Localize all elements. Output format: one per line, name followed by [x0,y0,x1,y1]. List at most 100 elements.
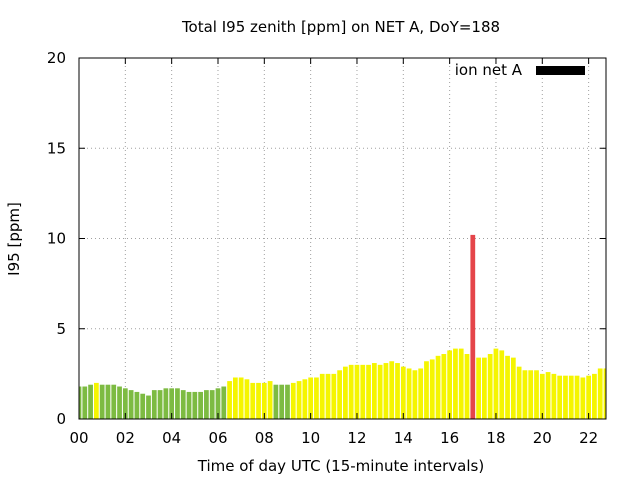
bar [429,359,435,419]
bar [99,384,105,419]
bar [273,384,279,419]
bar [603,368,606,419]
bar [128,390,134,419]
y-tick-label: 5 [56,320,66,338]
bar [568,375,574,419]
y-axis-label: I95 [ppm] [5,202,23,276]
bar [337,370,342,419]
bar [163,388,169,419]
bar [458,348,464,419]
bar [238,377,244,419]
bar [285,384,290,419]
x-tick-label: 02 [116,429,135,447]
bar [279,384,285,419]
bar [395,363,400,419]
x-tick-label: 20 [533,429,552,447]
y-tick-label: 15 [47,139,66,157]
bar [169,388,175,419]
x-tick-label: 18 [486,429,505,447]
bar [418,368,424,419]
bar [151,390,157,419]
bar [534,370,539,419]
x-tick-label: 16 [440,429,459,447]
y-tick-label: 10 [47,230,66,248]
bar [198,391,203,419]
bar [267,381,273,419]
bar [476,357,481,419]
bar [111,384,117,419]
bar [354,364,360,419]
bar [557,375,563,419]
bar [412,370,418,419]
legend: ion net A [455,61,585,79]
chart-title: Total I95 zenith [ppm] on NET A, DoY=188 [181,18,500,36]
bar [105,384,111,419]
bar [232,377,238,419]
bar [470,234,476,419]
bar [343,366,348,419]
y-tick-label: 0 [56,410,66,428]
bars [79,234,606,419]
bar [574,375,580,419]
bar [88,384,93,419]
x-tick-label: 04 [162,429,181,447]
bar [400,366,406,419]
x-axis-ticks: 00 02 04 06 08 10 12 14 16 18 20 22 [69,58,598,447]
x-tick-label: 00 [69,429,88,447]
bar [221,386,227,419]
bar [499,350,505,419]
bar [592,373,597,419]
bar [493,348,499,419]
bar [308,377,314,419]
bar [441,354,447,419]
bar [482,357,487,419]
grid [79,58,606,419]
bar [117,386,122,419]
y-axis-ticks: 0 5 10 15 20 [47,49,606,428]
bar [209,390,215,419]
x-tick-label: 08 [255,429,274,447]
bar [244,379,250,419]
bar [134,391,140,419]
bar [516,366,522,419]
bar [371,363,377,419]
bar [586,375,592,419]
bar [79,386,82,419]
bar [528,370,534,419]
bar [424,361,429,419]
bar [487,354,493,419]
bar [435,355,441,419]
bar [453,348,458,419]
bar [261,382,267,419]
bar [215,388,221,419]
bar [348,364,354,419]
bar [563,375,568,419]
bar [464,354,470,419]
x-tick-label: 12 [347,429,366,447]
bar [360,364,366,419]
bar [296,381,302,419]
bar [539,373,545,419]
bar [447,350,453,419]
bar [204,390,209,419]
legend-label: ion net A [455,61,523,79]
bar [146,395,151,419]
bar [180,390,186,419]
bar [383,363,389,419]
x-tick-label: 22 [579,429,598,447]
bar [325,373,331,419]
bar [140,393,146,419]
bar [522,370,528,419]
bar [377,364,383,419]
bar [186,391,192,419]
y-tick-label: 20 [47,49,66,67]
bar [319,373,325,419]
bar [256,382,261,419]
bar [389,361,395,419]
legend-swatch [536,66,585,75]
bar [505,355,510,419]
x-axis-label: Time of day UTC (15-minute intervals) [197,457,484,475]
bar [366,364,371,419]
bar [82,386,88,419]
